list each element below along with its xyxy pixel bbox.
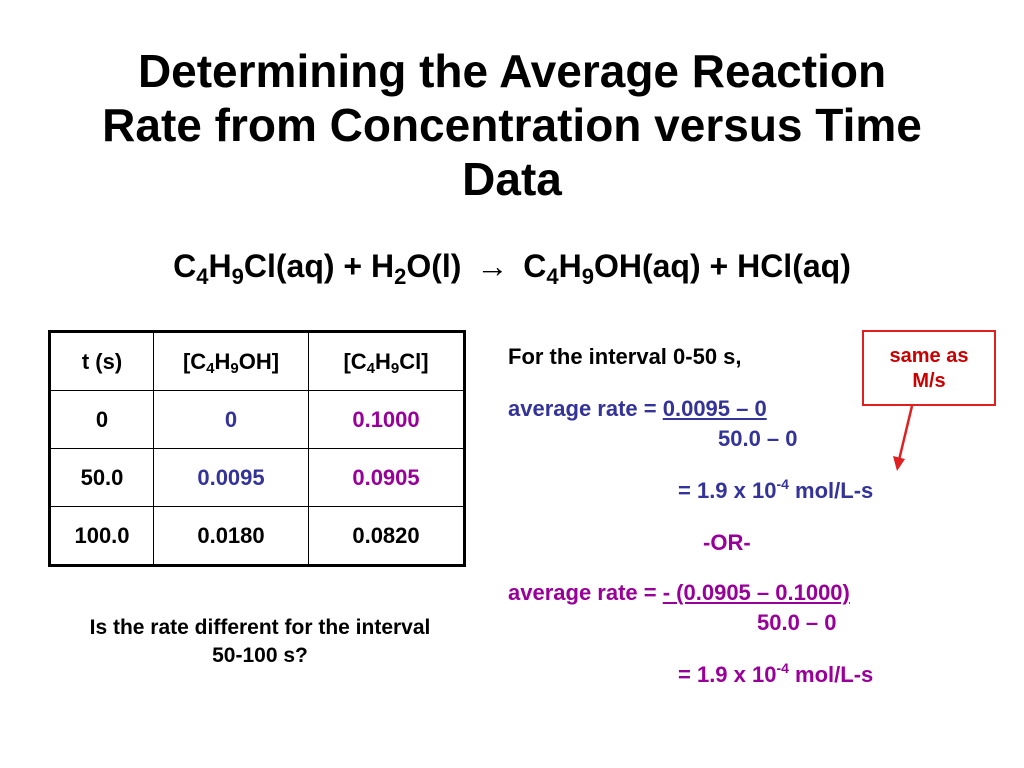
slide-title: Determining the Average Reaction Rate fr…: [30, 44, 994, 206]
rate-result-1: = 1.9 x 10-4 mol/L-s: [678, 476, 874, 504]
rate-result-2: = 1.9 x 10-4 mol/L-s: [678, 660, 874, 688]
interval-question: Is the rate different for the interval 5…: [40, 614, 480, 670]
header-label: [C: [182, 348, 207, 374]
header-label: H: [375, 348, 391, 374]
eq-text: Cl(aq) + H: [243, 248, 395, 284]
cell-c4h9oh: 0.0180: [153, 506, 309, 566]
eq-text: H: [558, 248, 582, 284]
result-exponent: -4: [776, 476, 789, 492]
rate-expression-1: average rate = 0.0095 – 0: [508, 396, 767, 422]
header-subscript: 9: [390, 359, 400, 377]
callout-arrow-icon: [893, 405, 914, 471]
cell-time: 0: [49, 390, 154, 449]
table-row: 50.0 0.0095 0.0905: [49, 448, 465, 507]
header-c4h9oh: [C4H9OH]: [153, 331, 309, 391]
header-c4h9cl: [C4H9Cl]: [308, 331, 465, 391]
header-label: H: [214, 348, 231, 374]
cell-c4h9cl: 0.0820: [308, 506, 465, 566]
result-exponent: -4: [776, 660, 789, 676]
concentration-table: t (s) [C4H9OH] [C4H9Cl] 0 0 0.1000 50.0 …: [48, 330, 466, 567]
header-label: [C: [343, 348, 367, 374]
eq-text: C: [173, 248, 197, 284]
cell-c4h9oh: 0: [153, 390, 309, 449]
rate-numerator: - (0.0905 – 0.1000): [662, 580, 850, 605]
eq-subscript: 2: [394, 264, 407, 289]
result-unit: mol/L-s: [788, 662, 874, 687]
title-line-2: Rate from Concentration versus Time: [102, 99, 922, 151]
table-header-row: t (s) [C4H9OH] [C4H9Cl]: [49, 331, 465, 391]
units-callout-box: same as M/s: [862, 330, 996, 406]
eq-subscript: 9: [581, 264, 594, 289]
header-subscript: 4: [366, 359, 375, 377]
eq-text: OH(aq) + HCl(aq): [593, 248, 851, 284]
eq-text: H: [208, 248, 232, 284]
cell-c4h9cl: 0.0905: [308, 448, 465, 507]
cell-c4h9cl: 0.1000: [308, 390, 465, 449]
eq-subscript: 9: [231, 264, 244, 289]
rate-expression-2: average rate = - (0.0905 – 0.1000): [508, 580, 850, 606]
callout-line-2: M/s: [912, 370, 946, 392]
title-line-1: Determining the Average Reaction: [137, 45, 887, 97]
table-row: 0 0 0.1000: [49, 390, 465, 449]
cell-time: 50.0: [49, 448, 154, 507]
question-line-1: Is the rate different for the interval: [89, 616, 431, 639]
eq-subscript: 4: [546, 264, 559, 289]
eq-text: C: [523, 248, 547, 284]
cell-time: 100.0: [49, 506, 154, 566]
table-row: 100.0 0.0180 0.0820: [49, 506, 465, 566]
eq-subscript: 4: [196, 264, 209, 289]
title-line-3: Data: [462, 153, 562, 205]
header-label: Cl]: [399, 348, 429, 374]
rate-denominator: 50.0 – 0: [718, 426, 798, 451]
rate-numerator: 0.0095 – 0: [662, 396, 767, 421]
result-unit: mol/L-s: [788, 478, 874, 503]
interval-label: For the interval 0-50 s,: [508, 344, 742, 369]
or-separator: -OR-: [703, 530, 751, 555]
cell-c4h9oh: 0.0095: [153, 448, 309, 507]
rate-label: average rate =: [508, 396, 663, 421]
question-line-2: 50-100 s?: [212, 644, 308, 667]
header-subscript: 4: [206, 359, 215, 377]
rate-label: average rate =: [508, 580, 663, 605]
reaction-arrow-icon: →: [476, 248, 509, 284]
callout-line-1: same as: [889, 345, 969, 367]
chemical-equation: C4H9Cl(aq) + H2O(l) → C4H9OH(aq) + HCl(a…: [0, 248, 1024, 288]
rate-denominator: 50.0 – 0: [757, 610, 837, 635]
header-label: t (s): [81, 348, 123, 374]
result-text: = 1.9 x 10: [678, 662, 777, 687]
eq-text: O(l): [406, 248, 462, 284]
header-subscript: 9: [230, 359, 239, 377]
result-text: = 1.9 x 10: [678, 478, 777, 503]
header-time: t (s): [49, 331, 154, 391]
header-label: OH]: [238, 348, 280, 374]
